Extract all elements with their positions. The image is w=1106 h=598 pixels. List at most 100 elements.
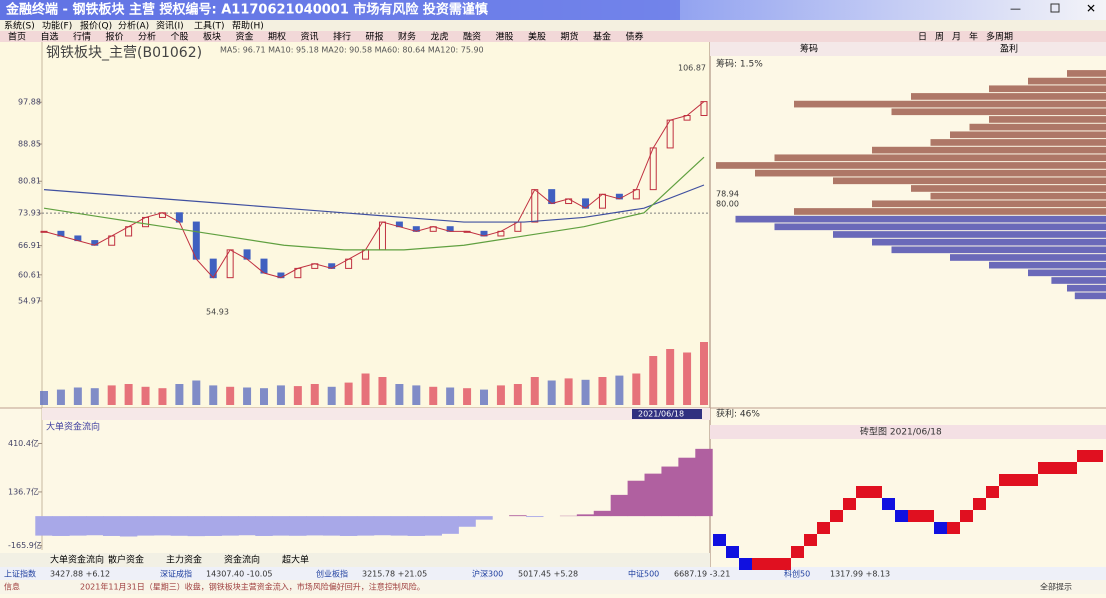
period-tab[interactable]: 多周期	[986, 31, 1013, 43]
period-tab[interactable]: 周	[935, 32, 944, 43]
tab[interactable]: 龙虎	[431, 31, 449, 43]
tab[interactable]: 资讯	[301, 32, 319, 43]
indicator-tab[interactable]: 资金流向	[224, 554, 260, 566]
flow-bar	[526, 516, 543, 517]
period-tab[interactable]: 年	[969, 31, 978, 43]
brick	[895, 510, 908, 522]
tab[interactable]: 基金	[593, 31, 611, 43]
volume-bar	[192, 381, 200, 406]
y-tick-label: 88.85	[18, 139, 41, 148]
indicator-tab[interactable]: 散户资金	[108, 554, 144, 566]
chip-bar	[1067, 285, 1106, 292]
tab[interactable]: 板块	[203, 31, 221, 43]
y-tick-label: 97.88	[18, 98, 41, 107]
menu-item[interactable]: 系统(S)	[4, 20, 35, 32]
flow-bar	[272, 516, 289, 535]
tab[interactable]: 美股	[528, 31, 546, 43]
period-tab[interactable]: 日	[918, 32, 927, 43]
tab[interactable]: 报价	[106, 31, 124, 43]
status-item: 1317.99 +8.13	[830, 570, 890, 579]
volume-bar	[446, 388, 454, 406]
brick	[804, 534, 817, 546]
volume-bar	[497, 385, 505, 405]
brick	[830, 510, 843, 522]
panel-tab[interactable]: 筹码	[800, 43, 818, 55]
y-tick-label: 80.81	[18, 177, 41, 186]
chip-bar	[950, 131, 1106, 138]
indicator-tab[interactable]: 超大单	[282, 554, 309, 566]
brick	[791, 546, 804, 558]
brick	[986, 486, 999, 498]
status-item[interactable]: 全部提示	[1040, 582, 1072, 592]
flow-bar	[120, 516, 137, 536]
volume-bar	[548, 381, 556, 406]
tab[interactable]: 资金	[236, 31, 254, 43]
status-item: 信息	[4, 582, 20, 592]
renko-title: 砖型图 2021/06/18	[860, 426, 942, 438]
tab[interactable]: 债券	[626, 31, 644, 43]
volume-bar	[91, 388, 99, 405]
volume-bar	[277, 385, 285, 405]
chip-bar	[911, 93, 1106, 100]
period-tab[interactable]: 月	[952, 32, 961, 43]
menu-item[interactable]: 资讯(I)	[156, 21, 184, 32]
tab[interactable]: 首页	[8, 31, 26, 43]
price-mark: 78.94	[716, 190, 739, 199]
menu-item[interactable]: 功能(F)	[42, 20, 72, 32]
flow-bar	[678, 458, 695, 516]
volume-bar	[243, 388, 251, 406]
tab[interactable]: 期货	[561, 31, 579, 43]
volume-bar	[565, 378, 573, 405]
flow-bar	[52, 516, 69, 536]
brick	[921, 510, 934, 522]
menu-item[interactable]: 报价(Q)	[80, 20, 112, 32]
volume-bar	[615, 376, 623, 405]
status-item: 沪深300	[472, 569, 503, 579]
low-label: 54.93	[206, 308, 229, 317]
status-item: 6687.19 -3.21	[674, 570, 730, 579]
flow-bar	[628, 481, 645, 516]
tab[interactable]: 行情	[73, 31, 91, 43]
price-mark: 80.00	[716, 200, 739, 209]
tab[interactable]: 个股	[171, 32, 189, 43]
indicator-tab[interactable]: 大单资金流向	[50, 554, 104, 566]
flow-bar	[441, 516, 458, 534]
brick	[1090, 450, 1103, 462]
tab[interactable]: 自选	[41, 31, 59, 43]
tab[interactable]: 研报	[366, 31, 384, 43]
flow-bar	[695, 449, 712, 516]
panel-tab[interactable]: 盈利	[1000, 43, 1018, 55]
volume-bar	[209, 385, 217, 405]
status-item: 2021年11月31日（星期三）收盘，钢铁板块主营资金流入，市场风险偏好回升，注…	[80, 582, 425, 592]
flow-bar	[171, 516, 188, 536]
menu-item[interactable]: 帮助(H)	[232, 20, 264, 32]
tab[interactable]: 港股	[496, 31, 514, 43]
brick	[1012, 474, 1025, 486]
flow-bar	[69, 516, 86, 535]
brick	[856, 486, 869, 498]
tab[interactable]: 期权	[268, 31, 286, 43]
chip-bar	[989, 116, 1106, 123]
flow-bar	[357, 516, 374, 535]
status-item: 14307.40 -10.05	[206, 570, 273, 579]
menu-item[interactable]: 工具(T)	[194, 21, 225, 32]
brick	[739, 558, 752, 570]
brick	[947, 522, 960, 534]
y-tick-label: 54.97	[18, 296, 41, 305]
flow-bar	[340, 516, 357, 536]
volume-bar	[158, 388, 166, 405]
menu-item[interactable]: 分析(A)	[118, 20, 149, 32]
tab[interactable]: 分析	[138, 31, 156, 43]
minimize[interactable]: —	[1010, 2, 1021, 15]
close[interactable]: ✕	[1086, 2, 1096, 16]
indicator-tab[interactable]: 主力资金	[166, 554, 202, 566]
indicator-title: 大单资金流向	[46, 421, 100, 433]
tab[interactable]: 财务	[398, 31, 416, 43]
tab[interactable]: 融资	[463, 32, 481, 43]
flow-bar	[408, 516, 425, 536]
tab[interactable]: 排行	[333, 31, 351, 43]
volume-bar	[429, 387, 437, 405]
chip-bar	[892, 246, 1106, 253]
flow-bar	[391, 516, 408, 535]
title-text: 金融终端 - 钢铁板块 主营 授权编号: A1170621040001 市场有风…	[5, 2, 488, 18]
